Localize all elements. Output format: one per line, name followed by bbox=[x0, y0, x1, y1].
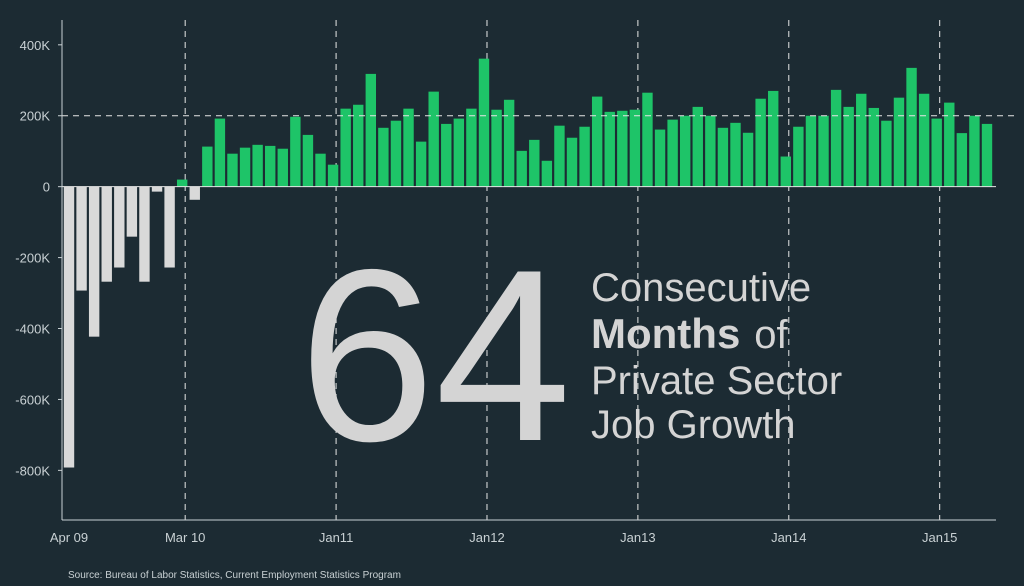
bar bbox=[403, 108, 414, 187]
bar bbox=[856, 93, 867, 187]
y-tick-label: -600K bbox=[15, 392, 50, 407]
headline-line: Consecutive bbox=[591, 266, 811, 310]
bar bbox=[969, 115, 980, 187]
bar bbox=[491, 109, 502, 187]
bar bbox=[164, 186, 175, 268]
bar bbox=[793, 126, 804, 187]
bar bbox=[189, 186, 200, 200]
bar bbox=[918, 93, 930, 187]
bar bbox=[931, 118, 942, 187]
bar bbox=[151, 186, 163, 192]
y-tick-label: 0 bbox=[43, 180, 50, 195]
bar bbox=[805, 115, 817, 187]
x-tick-label: Mar 10 bbox=[165, 530, 205, 545]
bar bbox=[516, 150, 527, 187]
bar bbox=[239, 147, 251, 187]
bar bbox=[818, 115, 829, 187]
bar bbox=[126, 186, 138, 237]
y-tick-label: -400K bbox=[15, 322, 50, 337]
bar bbox=[428, 91, 439, 187]
bar bbox=[717, 127, 729, 187]
bar bbox=[139, 186, 150, 282]
bar bbox=[340, 108, 351, 187]
bar bbox=[906, 67, 917, 187]
bar bbox=[642, 92, 653, 187]
bar bbox=[453, 118, 465, 187]
x-tick-label: Jan11 bbox=[319, 530, 353, 545]
y-tick-label: 400K bbox=[20, 38, 51, 53]
headline-line: Private Sector bbox=[591, 359, 842, 403]
x-tick-label: Jan15 bbox=[922, 530, 957, 545]
headline-bold: Months of bbox=[591, 310, 789, 357]
bar bbox=[868, 107, 880, 187]
bar bbox=[768, 90, 779, 187]
plot: -800K -600K -400K -200K 0 200K 400K Apr 09 Mar 1… bbox=[15, 20, 1016, 545]
bar bbox=[956, 133, 968, 187]
bar bbox=[353, 104, 364, 187]
bar bbox=[654, 129, 666, 187]
bar bbox=[265, 145, 276, 187]
bar bbox=[617, 110, 628, 187]
headline-number: 64 bbox=[299, 218, 572, 492]
bar bbox=[202, 146, 213, 187]
bar bbox=[579, 126, 590, 187]
bar bbox=[378, 127, 389, 187]
bar bbox=[101, 186, 112, 282]
bar bbox=[503, 99, 515, 187]
bar bbox=[881, 120, 892, 187]
bar bbox=[679, 115, 691, 187]
bar bbox=[843, 106, 854, 187]
bar bbox=[63, 186, 75, 468]
bar bbox=[214, 118, 226, 187]
bar bbox=[466, 108, 477, 187]
bar bbox=[277, 148, 288, 187]
bar bbox=[629, 109, 641, 187]
bar bbox=[981, 123, 993, 187]
bar bbox=[692, 106, 703, 187]
bar bbox=[893, 97, 905, 187]
bar bbox=[290, 116, 301, 187]
bar bbox=[252, 144, 263, 187]
bar bbox=[730, 122, 741, 187]
bar bbox=[705, 115, 716, 187]
bar bbox=[755, 98, 766, 187]
bar bbox=[604, 111, 615, 187]
bar bbox=[365, 73, 377, 187]
bar bbox=[742, 132, 754, 187]
headline-bold-word: Months bbox=[591, 310, 740, 357]
bar bbox=[302, 134, 314, 187]
bar bbox=[390, 120, 402, 187]
bar bbox=[88, 186, 100, 337]
x-tick-label: Jan14 bbox=[771, 530, 806, 545]
source: Source: Bureau of Labor Statistics, Curr… bbox=[68, 570, 401, 581]
bar bbox=[529, 139, 540, 187]
bar bbox=[554, 125, 565, 187]
bar bbox=[478, 58, 490, 187]
x-tick-label: Jan12 bbox=[469, 530, 504, 545]
bar bbox=[114, 186, 125, 268]
bar bbox=[176, 179, 188, 187]
y-tick-label: -200K bbox=[15, 251, 50, 266]
x-tick-label: Apr 09 bbox=[50, 530, 88, 545]
bar bbox=[415, 141, 427, 187]
bar bbox=[667, 119, 678, 187]
headline-line: Job Growth bbox=[591, 403, 796, 447]
bar bbox=[944, 102, 955, 187]
bar bbox=[830, 89, 842, 187]
bar bbox=[315, 153, 326, 187]
bar bbox=[591, 96, 603, 187]
bar bbox=[441, 123, 452, 187]
bar bbox=[541, 160, 553, 187]
bar bbox=[780, 156, 791, 187]
y-tick-label: -800K bbox=[15, 463, 50, 478]
y-tick-label: 200K bbox=[20, 109, 51, 124]
bar bbox=[227, 153, 238, 187]
bar bbox=[566, 137, 578, 187]
bar bbox=[76, 186, 87, 291]
headline-word: of bbox=[754, 313, 788, 357]
bar bbox=[327, 164, 339, 187]
x-tick-label: Jan13 bbox=[620, 530, 655, 545]
